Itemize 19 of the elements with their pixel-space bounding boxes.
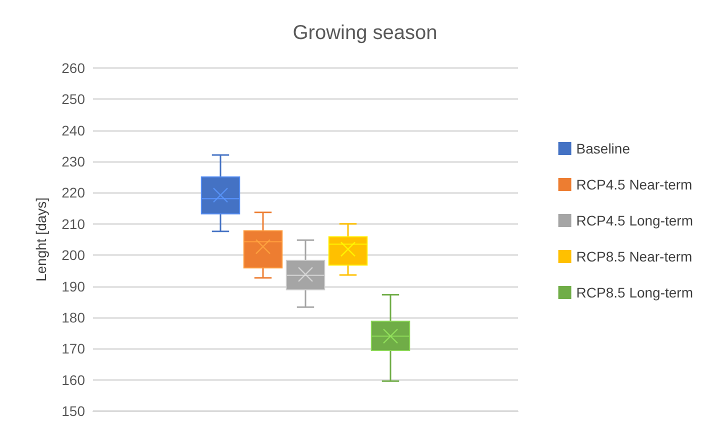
- chart-title: Growing season: [292, 22, 438, 44]
- y-tick-label: 260: [62, 60, 86, 76]
- y-tick-label: 220: [62, 184, 86, 201]
- y-tick-label: 200: [62, 247, 86, 264]
- legend-label: RCP8.5 Near-term: [576, 248, 692, 264]
- legend-label: RCP4.5 Near-term: [576, 176, 692, 192]
- y-tick-label: 160: [62, 372, 86, 388]
- y-tick-label: 180: [62, 309, 86, 326]
- legend-label: RCP4.5 Long-term: [576, 212, 693, 228]
- y-tick-label: 240: [62, 122, 86, 138]
- legend-label: Baseline: [576, 140, 630, 156]
- y-tick-label: 190: [62, 278, 86, 294]
- y-tick-label: 250: [62, 91, 86, 108]
- legend-label: RCP8.5 Long-term: [576, 284, 693, 300]
- y-tick-label: 230: [62, 154, 86, 170]
- y-tick-label: 150: [62, 403, 86, 419]
- y-tick-label: 170: [62, 340, 86, 357]
- y-tick-label: 210: [62, 216, 86, 232]
- y-axis-title: Lenght [days]: [33, 197, 49, 282]
